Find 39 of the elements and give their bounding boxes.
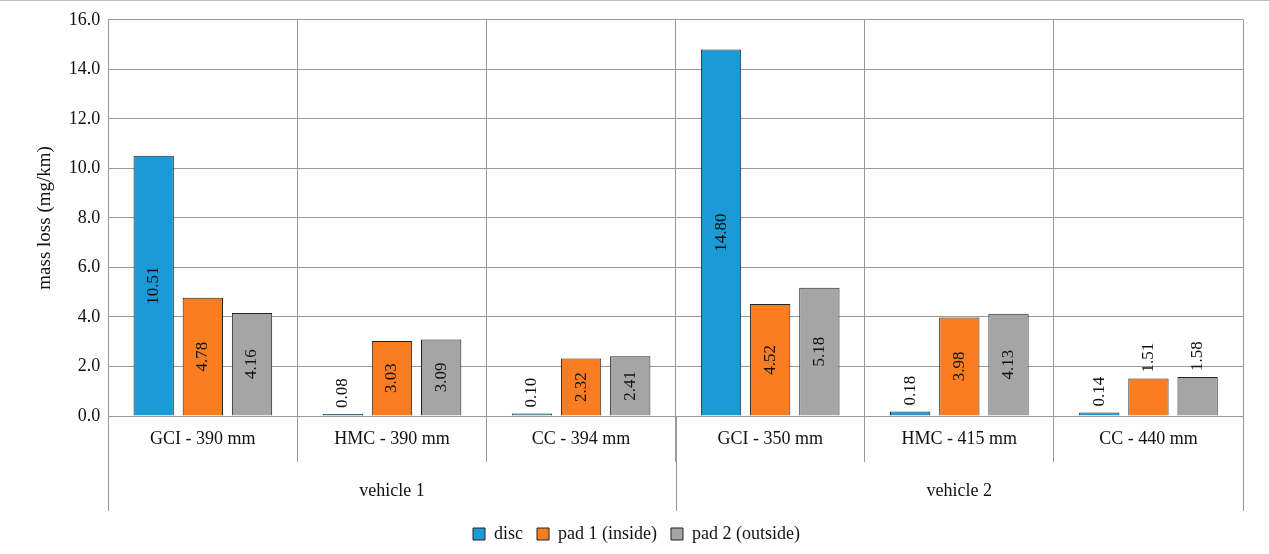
data-label: 4.52 [759, 344, 779, 375]
x-tick-label: CC - 440 mm [1099, 427, 1198, 448]
data-label: 0.08 [332, 378, 352, 409]
y-tick-label: 6.0 [77, 256, 101, 277]
data-label: 1.51 [1137, 342, 1157, 373]
y-axis-title: mass loss (mg/km) [33, 146, 56, 290]
x-tick-label: CC - 394 mm [531, 427, 631, 448]
y-tick-label: 8.0 [77, 206, 101, 227]
data-label: 0.18 [899, 375, 919, 406]
data-label: 3.03 [381, 363, 401, 394]
data-label: 2.41 [619, 371, 639, 401]
data-label: 0.10 [521, 377, 541, 408]
data-label: 3.09 [430, 362, 450, 393]
y-tick-label: 16.0 [68, 8, 101, 29]
data-label: 4.78 [192, 341, 212, 372]
y-tick-label: 0.0 [77, 404, 101, 425]
data-label: 4.16 [241, 349, 261, 380]
legend-label: disc [494, 522, 524, 543]
data-label: 1.58 [1187, 341, 1207, 371]
legend-label: pad 1 (inside) [558, 522, 658, 544]
x-tick-label: GCI - 390 mm [150, 427, 256, 448]
y-tick-label: 4.0 [77, 305, 101, 326]
data-label: 14.80 [710, 213, 730, 252]
x-tick-label: GCI - 350 mm [717, 427, 823, 448]
y-tick-label: 2.0 [77, 355, 101, 376]
data-label: 10.51 [143, 266, 163, 305]
data-label: 3.98 [948, 351, 968, 382]
x-tick-label: HMC - 415 mm [901, 427, 1018, 448]
text: vehicle 1 [359, 479, 425, 500]
data-label: 4.13 [997, 349, 1017, 380]
data-label: 5.18 [808, 336, 828, 367]
y-tick-label: 14.0 [68, 58, 101, 79]
x-tick-label: HMC - 390 mm [334, 427, 450, 448]
data-label: 2.32 [570, 372, 590, 402]
data-label: 0.14 [1088, 376, 1108, 407]
y-tick-label: 12.0 [68, 107, 101, 128]
y-tick-label: 10.0 [68, 157, 101, 178]
text: vehicle 2 [926, 479, 993, 500]
legend-label: pad 2 (outside) [692, 522, 800, 544]
